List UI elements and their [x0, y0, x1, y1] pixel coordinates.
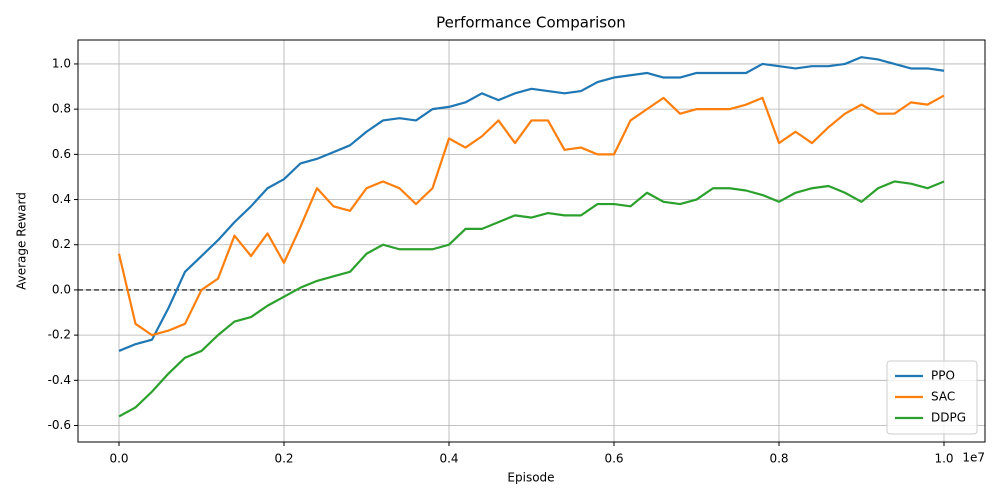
series-line	[118, 56, 945, 352]
legend-box	[886, 360, 978, 435]
x-offset-label: 1e7	[962, 451, 985, 465]
y-tick-label: 0.2	[52, 237, 71, 251]
x-tick-label: 0.8	[769, 452, 788, 466]
y-tick-label: 0.0	[52, 282, 71, 296]
y-tick-label: 0.4	[52, 192, 71, 206]
legend-label: DDPG	[931, 411, 966, 425]
y-tick-label: 0.6	[52, 147, 71, 161]
x-tick-label: 0.6	[604, 452, 623, 466]
legend-label: SAC	[931, 390, 955, 404]
y-tick-label: 0.8	[52, 102, 71, 116]
x-tick-label: 0.2	[274, 452, 293, 466]
plot-frame	[77, 39, 986, 443]
x-tick-label: 0.4	[439, 452, 458, 466]
x-axis-label: Episode	[507, 471, 554, 485]
y-tick-label: -0.2	[48, 328, 71, 342]
y-tick-label: 1.0	[52, 56, 71, 70]
y-tick-label: -0.4	[48, 373, 71, 387]
series-line	[117, 94, 945, 337]
series-line	[118, 180, 945, 418]
x-tick-label: 1.0	[934, 452, 953, 466]
chart-title: Performance Comparison	[436, 14, 626, 32]
y-tick-label: -0.6	[48, 418, 71, 432]
x-tick-label: 0.0	[109, 452, 128, 466]
y-axis-label: Average Reward	[15, 192, 29, 290]
legend-label: PPO	[931, 369, 955, 383]
